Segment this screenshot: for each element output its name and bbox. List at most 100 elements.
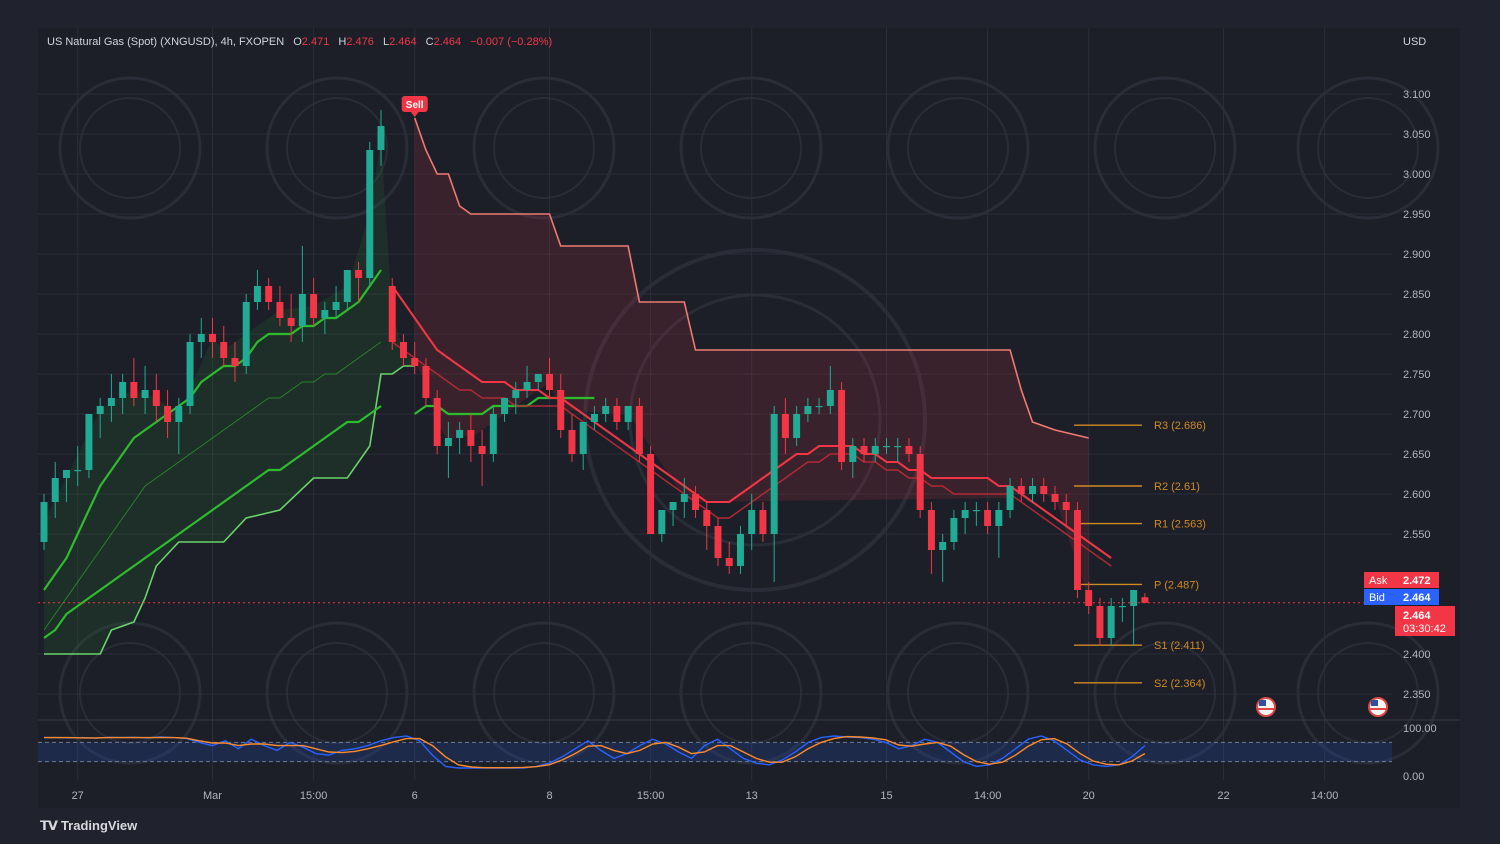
candle-body: [916, 454, 924, 510]
candle-body: [298, 294, 306, 326]
watermark-seal-inner: [286, 642, 388, 744]
candle-body: [534, 374, 542, 382]
ask-box: Ask 2.472: [1364, 572, 1439, 588]
candle-body: [1118, 606, 1126, 608]
supertrend-down-line: [413, 117, 1089, 439]
time-tick-label: 20: [1083, 790, 1095, 802]
watermark-seal: [1296, 621, 1440, 765]
price-tick-label: 2.650: [1403, 449, 1431, 461]
pivot-levels: R3 (2.686) R2 (2.61) R1 (2.563) P (2.487) S1…: [1074, 420, 1206, 690]
watermark-seal: [1093, 621, 1237, 765]
watermark-seal: [679, 621, 823, 765]
watermark-seal-inner: [1317, 642, 1419, 744]
candle-body: [546, 374, 553, 390]
tradingview-logo[interactable]: 𝗧𝗩 TradingView: [40, 818, 137, 834]
price-tick-label: 2.600: [1403, 489, 1431, 501]
candle-body: [164, 406, 172, 422]
candle-body: [141, 390, 149, 398]
time-tick-label: 6: [412, 790, 418, 802]
low-value: 2.464: [389, 36, 417, 48]
candle-body: [444, 438, 452, 446]
candle-body: [748, 510, 756, 534]
watermark-seal-inner: [79, 642, 181, 744]
candle-body: [220, 342, 228, 358]
candle-body: [523, 382, 531, 390]
us-event-flag-icon[interactable]: [1256, 697, 1276, 717]
candle-body: [927, 510, 935, 550]
symbol-legend[interactable]: US Natural Gas (Spot) (XNGUSD), 4h, FXOP…: [47, 36, 552, 48]
candle-body: [658, 510, 666, 534]
candle-body: [62, 470, 70, 478]
watermark-seals: [58, 76, 1440, 765]
last-price-value: 2.464: [1403, 610, 1431, 622]
price-tick-label: 2.950: [1403, 209, 1431, 221]
candle-body: [489, 414, 497, 454]
candle-body: [310, 294, 318, 318]
candle-body: [557, 390, 565, 430]
watermark-seal: [679, 76, 823, 220]
watermark-seal-inner: [907, 642, 1009, 744]
pivot-label: R2 (2.61): [1154, 481, 1200, 493]
candle-body: [1017, 486, 1025, 494]
candle-body: [736, 534, 744, 566]
candle-body: [883, 446, 890, 448]
price-tick-label: 3.000: [1403, 169, 1431, 181]
pivot-label: S1 (2.411): [1154, 640, 1205, 652]
stoch-tick-label: 100.00: [1403, 723, 1437, 735]
candle-body: [501, 398, 509, 414]
time-tick-label: 8: [546, 790, 552, 802]
watermark-seal-inner: [286, 97, 388, 199]
candle-body: [714, 526, 722, 558]
ema-slow-line: [43, 405, 382, 639]
time-tick-label: 13: [746, 790, 758, 802]
candle-body: [433, 398, 441, 446]
us-event-flag-icon[interactable]: [1368, 697, 1388, 717]
pivot-label: S2 (2.364): [1154, 678, 1205, 690]
candle-body: [939, 542, 947, 550]
candle-body: [253, 286, 261, 302]
ask-label: Ask: [1369, 575, 1388, 587]
watermark-seal: [58, 76, 202, 220]
watermark-seal-inner: [700, 97, 802, 199]
candle-body: [51, 478, 59, 502]
candle-body: [568, 430, 576, 454]
candle-body: [265, 286, 273, 302]
candle-body: [152, 390, 160, 406]
candle-body: [1107, 606, 1115, 638]
time-axis[interactable]: 27 Mar 15:00 6 8 15:00 13 15 14:00 20 22 14:00: [72, 790, 1339, 802]
bid-value: 2.464: [1403, 592, 1431, 604]
candle-body: [399, 342, 407, 358]
watermark-seal: [472, 76, 616, 220]
candle-body: [759, 510, 767, 534]
candle-body: [815, 406, 823, 408]
sell-label: Sell: [406, 100, 424, 111]
candle-body: [209, 334, 216, 342]
candle-body: [804, 406, 812, 414]
watermark-seal: [472, 621, 616, 765]
candle-body: [242, 302, 250, 366]
candle-body: [1073, 510, 1081, 590]
candle-body: [276, 302, 284, 318]
time-tick-label: Mar: [203, 790, 222, 802]
candle-body: [770, 414, 778, 534]
close-label: C: [426, 36, 434, 48]
time-tick-label: 14:00: [1311, 790, 1339, 802]
candle-body: [321, 310, 329, 318]
candle-body: [411, 358, 419, 366]
candle-body: [343, 270, 351, 302]
candle-body: [838, 390, 846, 462]
low-label: L: [383, 36, 389, 48]
candle-body: [826, 390, 834, 406]
candle-body: [1130, 590, 1138, 606]
candle-body: [512, 390, 520, 398]
change-value: −0.007 (−0.28%): [470, 36, 552, 48]
candle-body: [332, 302, 340, 310]
price-axis[interactable]: 3.100 3.050 3.000 2.950 2.900 2.850 2.800 2.750…: [1403, 89, 1431, 701]
sell-signal-badge[interactable]: Sell: [401, 96, 428, 117]
candle-body: [96, 406, 104, 414]
candlesticks: [40, 110, 1149, 646]
candle-body: [40, 502, 48, 542]
candle-body: [860, 446, 868, 454]
candle-body: [287, 318, 295, 326]
